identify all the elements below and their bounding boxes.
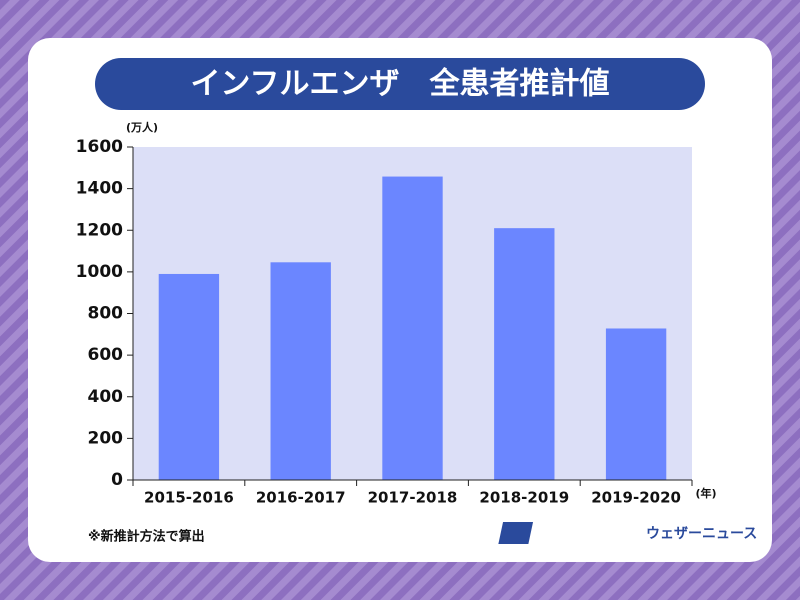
bar [158,273,220,480]
y-tick-label: 1600 [76,137,123,157]
y-tick-label: 800 [88,304,124,324]
bar [605,328,667,480]
chart-title: インフルエンザ 全患者推計値 [190,67,609,102]
y-tick-label: 0 [111,470,123,490]
y-unit: (万人) [126,120,158,134]
y-tick-label: 1200 [76,220,123,240]
title-pill [95,58,705,110]
y-tick-label: 600 [88,345,124,365]
bar [494,228,555,480]
x-unit: (年) [695,486,716,500]
x-tick-label: 2019-2020 [591,489,681,507]
logo-mark: WN [605,527,630,542]
x-tick-label: 2016-2017 [256,489,346,507]
bar [382,176,443,480]
logo-box [498,522,534,544]
x-tick-label: 2015-2016 [144,489,234,507]
y-tick-label: 400 [88,387,124,407]
y-tick-label: 1000 [76,262,123,282]
x-tick-label: 2017-2018 [368,489,458,507]
y-tick-label: 200 [88,428,124,448]
brand: ウェザーニュース [646,526,757,542]
note: ※新推計方法で算出 [88,529,205,545]
x-tick-label: 2018-2019 [479,489,569,507]
bar [270,262,331,480]
y-tick-label: 1400 [76,179,123,199]
